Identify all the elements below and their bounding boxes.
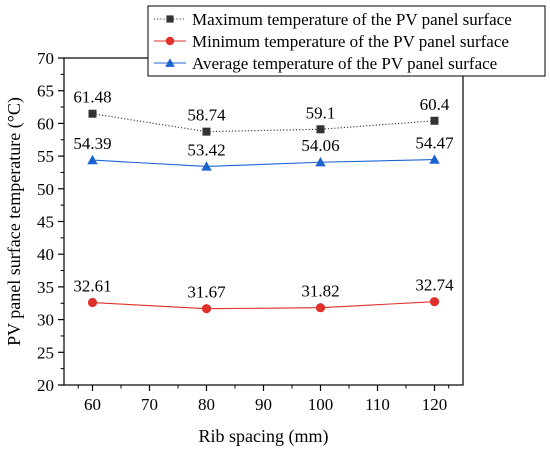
y-tick-label: 20 bbox=[37, 376, 54, 395]
data-point bbox=[315, 157, 326, 167]
data-point bbox=[429, 297, 440, 307]
series-line bbox=[92, 113, 435, 133]
data-label: 32.74 bbox=[415, 276, 454, 295]
x-tick-label: 110 bbox=[365, 395, 390, 414]
data-label: 54.39 bbox=[73, 134, 111, 153]
series-3 bbox=[87, 154, 440, 171]
x-tick-label: 70 bbox=[141, 395, 158, 414]
series-line bbox=[92, 301, 435, 310]
data-point bbox=[201, 161, 212, 171]
x-tick-label: 120 bbox=[422, 395, 448, 414]
x-tick-label: 60 bbox=[84, 395, 101, 414]
data-point bbox=[429, 154, 440, 164]
series-layer bbox=[87, 109, 440, 314]
x-tick-label: 90 bbox=[255, 395, 272, 414]
data-labels: 61.48 58.74 59.1 60.4 32.61 31.67 31.82 32.74 54… bbox=[73, 88, 454, 302]
data-label: 60.4 bbox=[420, 95, 450, 114]
x-tick-label: 80 bbox=[198, 395, 215, 414]
y-axis-title: PV panel surface temperature (°C) bbox=[4, 97, 25, 346]
data-label: 31.82 bbox=[301, 282, 339, 301]
y-tick-label: 70 bbox=[37, 49, 54, 68]
plot-border bbox=[63, 57, 464, 386]
legend-marker bbox=[165, 58, 175, 67]
data-point bbox=[201, 304, 212, 314]
y-tick-label: 40 bbox=[37, 245, 54, 264]
data-label: 58.74 bbox=[187, 106, 226, 125]
x-axis-title: Rib spacing (mm) bbox=[199, 426, 329, 447]
data-point bbox=[316, 125, 325, 134]
legend-marker bbox=[165, 36, 175, 46]
x-tick-label: 100 bbox=[308, 395, 334, 414]
data-label: 32.61 bbox=[73, 277, 111, 296]
legend-label: Maximum temperature of the PV panel surf… bbox=[192, 10, 512, 29]
legend-box bbox=[147, 5, 546, 77]
legend-item: Average temperature of the PV panel surf… bbox=[154, 54, 497, 73]
data-point bbox=[202, 127, 211, 136]
data-point bbox=[87, 154, 98, 165]
plot-frame bbox=[63, 57, 464, 386]
y-tick-label: 25 bbox=[37, 343, 54, 362]
y-tick-label: 45 bbox=[37, 213, 54, 232]
x-axis-ticks: 60 70 80 90 100 110 120 bbox=[77, 385, 450, 414]
data-label: 53.42 bbox=[187, 140, 225, 159]
series-2 bbox=[87, 297, 440, 314]
legend-label: Minimum temperature of the PV panel surf… bbox=[192, 32, 509, 51]
data-point bbox=[430, 116, 439, 125]
y-tick-label: 60 bbox=[37, 114, 54, 133]
legend-item: Maximum temperature of the PV panel surf… bbox=[154, 10, 512, 29]
series-line bbox=[92, 159, 435, 167]
y-tick-label: 50 bbox=[37, 180, 54, 199]
data-label: 61.48 bbox=[73, 88, 111, 107]
y-tick-label: 30 bbox=[37, 311, 54, 330]
data-label: 31.67 bbox=[187, 283, 226, 302]
y-tick-label: 35 bbox=[37, 278, 54, 297]
data-point bbox=[88, 109, 97, 118]
y-tick-label: 65 bbox=[37, 82, 54, 101]
y-tick-label: 55 bbox=[37, 147, 54, 166]
y-axis-ticks: 20 25 30 35 40 45 50 55 60 65 70 bbox=[37, 49, 64, 395]
legend-marker bbox=[166, 15, 174, 23]
data-label: 54.47 bbox=[415, 134, 454, 153]
data-point bbox=[315, 303, 326, 313]
data-label: 54.06 bbox=[301, 136, 339, 155]
data-label: 59.1 bbox=[306, 103, 336, 122]
legend: Maximum temperature of the PV panel surf… bbox=[147, 5, 546, 77]
series-1 bbox=[88, 109, 439, 136]
legend-label: Average temperature of the PV panel surf… bbox=[192, 54, 497, 73]
data-point bbox=[87, 297, 98, 308]
legend-item: Minimum temperature of the PV panel surf… bbox=[154, 32, 509, 51]
